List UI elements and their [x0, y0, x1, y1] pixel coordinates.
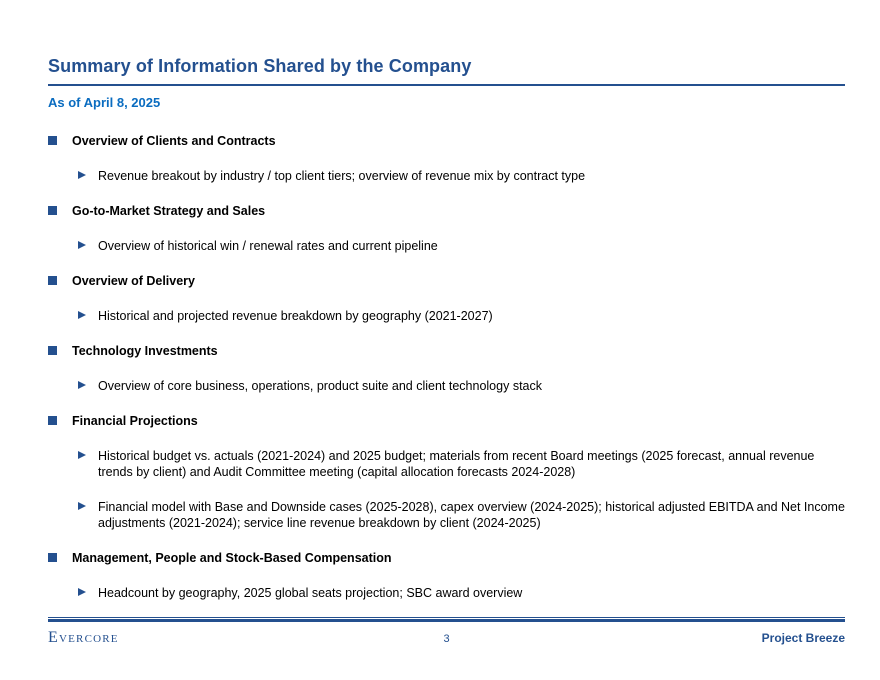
sub-bullet-item: Historical budget vs. actuals (2021-2024…	[48, 448, 845, 480]
section-heading: Financial Projections	[48, 413, 845, 429]
evercore-logo: Evercore	[48, 629, 119, 646]
triangle-bullet-icon	[78, 381, 86, 389]
square-bullet-icon	[48, 276, 57, 285]
project-name: Project Breeze	[761, 631, 846, 645]
section-heading-text: Overview of Delivery	[72, 274, 195, 288]
triangle-bullet-icon	[78, 502, 86, 510]
square-bullet-icon	[48, 553, 57, 562]
triangle-bullet-icon	[78, 588, 86, 596]
sub-bullet-text: Revenue breakout by industry / top clien…	[98, 169, 586, 183]
slide-footer: Evercore 3 Project Breeze	[48, 617, 845, 647]
triangle-bullet-icon	[78, 171, 86, 179]
sub-bullet-item: Overview of core business, operations, p…	[48, 378, 845, 394]
square-bullet-icon	[48, 416, 57, 425]
section-heading-text: Financial Projections	[72, 414, 198, 428]
sub-bullet-item: Revenue breakout by industry / top clien…	[48, 168, 845, 184]
sub-bullet-text: Headcount by geography, 2025 global seat…	[98, 586, 523, 600]
square-bullet-icon	[48, 346, 57, 355]
triangle-bullet-icon	[78, 451, 86, 459]
sub-bullet-text: Overview of historical win / renewal rat…	[98, 239, 438, 253]
footer-row: Evercore 3 Project Breeze	[48, 629, 845, 647]
triangle-bullet-icon	[78, 241, 86, 249]
sub-bullet-item: Headcount by geography, 2025 global seat…	[48, 585, 845, 601]
sub-bullet-text: Historical budget vs. actuals (2021-2024…	[98, 449, 815, 479]
page-title: Summary of Information Shared by the Com…	[48, 56, 472, 76]
sub-bullet-item: Overview of historical win / renewal rat…	[48, 238, 845, 254]
title-block: Summary of Information Shared by the Com…	[48, 55, 845, 86]
footer-rule-thin	[48, 617, 845, 618]
section-heading: Overview of Delivery	[48, 273, 845, 289]
page-number: 3	[443, 633, 450, 645]
square-bullet-icon	[48, 136, 57, 145]
sub-bullet-text: Overview of core business, operations, p…	[98, 379, 542, 393]
section-heading: Technology Investments	[48, 343, 845, 359]
section-heading-text: Overview of Clients and Contracts	[72, 134, 276, 148]
section-heading: Go-to-Market Strategy and Sales	[48, 203, 845, 219]
slide-content: Overview of Clients and Contracts Revenu…	[48, 133, 845, 601]
square-bullet-icon	[48, 206, 57, 215]
sub-bullet-text: Financial model with Base and Downside c…	[98, 500, 845, 530]
section-heading-text: Management, People and Stock-Based Compe…	[72, 551, 392, 565]
sub-bullet-item: Financial model with Base and Downside c…	[48, 499, 845, 531]
triangle-bullet-icon	[78, 311, 86, 319]
footer-rule-thick	[48, 619, 845, 622]
as-of-date: As of April 8, 2025	[48, 95, 161, 110]
sub-bullet-item: Historical and projected revenue breakdo…	[48, 308, 845, 324]
section-heading-text: Go-to-Market Strategy and Sales	[72, 204, 266, 218]
section-heading: Overview of Clients and Contracts	[48, 133, 845, 149]
section-heading-text: Technology Investments	[72, 344, 218, 358]
section-heading: Management, People and Stock-Based Compe…	[48, 550, 845, 566]
sub-bullet-text: Historical and projected revenue breakdo…	[98, 309, 493, 323]
